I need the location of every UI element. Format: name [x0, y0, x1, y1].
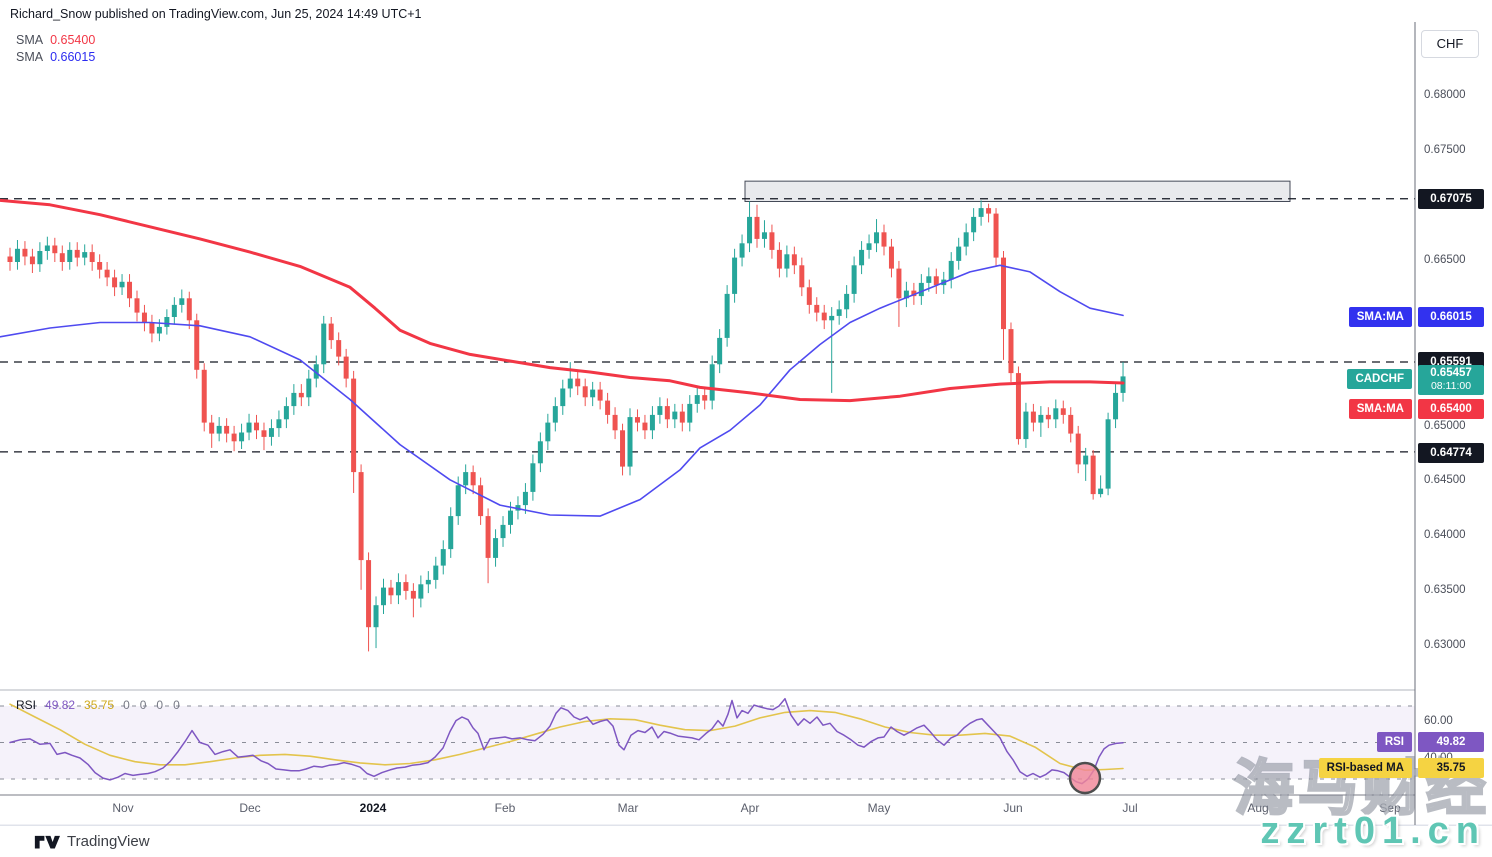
time-axis-label-jul: Jul [1122, 801, 1138, 815]
sma-slow-name-badge: SMA:MA [1348, 307, 1412, 327]
rsi-value: 49.82 [45, 698, 76, 712]
price-axis-label: 0.63000 [1424, 639, 1466, 651]
rsi-ma-name-badge: RSI-based MA [1318, 758, 1412, 778]
level-badge-067075: 0.67075 [1418, 189, 1484, 209]
time-axis-label-mar: Mar [617, 801, 639, 815]
price-axis-label: 60.00 [1424, 715, 1453, 727]
sma-slow-label: SMA [16, 50, 44, 64]
footer-bar: TradingView [0, 825, 1492, 857]
sma-fast-value-badge: 0.65400 [1418, 399, 1484, 419]
rsi-hidden-values: 0 0 0 0 [123, 698, 180, 712]
sma-fast-label: SMA [16, 33, 44, 47]
price-axis-label: 0.64000 [1424, 529, 1466, 541]
time-axis-label-aug: Aug [1247, 801, 1269, 815]
rsi-title: RSI [16, 698, 37, 712]
time-axis-label-may: May [867, 801, 891, 815]
time-axis-label-apr: Apr [740, 801, 760, 815]
last-price-badge: 0.65457 08:11:00 [1418, 365, 1484, 395]
rsi-legend[interactable]: RSI 49.82 35.75 0 0 0 0 [16, 698, 180, 712]
sma-fast-name-badge: SMA:MA [1348, 399, 1412, 419]
sma-slow-legend-row[interactable]: SMA 0.66015 [16, 50, 95, 64]
level-badge-064774: 0.64774 [1418, 443, 1484, 463]
sma-slow-value-badge: 0.66015 [1418, 307, 1484, 327]
time-axis-label-sep: Sep [1379, 801, 1401, 815]
symbol-badge: CADCHF [1347, 369, 1412, 389]
time-axis-label-feb: Feb [494, 801, 516, 815]
rsi-ma-value: 35.75 [84, 698, 115, 712]
price-axis-label: 0.66500 [1424, 254, 1466, 266]
price-axis-label: 0.64500 [1424, 474, 1466, 486]
indicator-legend: SMA 0.65400 SMA 0.66015 [16, 33, 95, 67]
sma-fast-legend-row[interactable]: SMA 0.65400 [16, 33, 95, 47]
price-axis-label: 0.63500 [1424, 584, 1466, 596]
time-axis-label-2024: 2024 [359, 801, 387, 815]
price-axis-label: 0.65000 [1424, 420, 1466, 432]
sma-fast-value: 0.65400 [50, 33, 96, 47]
publish-attribution: Richard_Snow published on TradingView.co… [10, 7, 422, 21]
price-axis-label: 0.67500 [1424, 144, 1466, 156]
price-axis-label: 0.68000 [1424, 89, 1466, 101]
time-axis-label-nov: Nov [112, 801, 134, 815]
watermark-url: zzrt01.cn [1260, 810, 1486, 852]
rsi-value-badge: 49.82 [1418, 732, 1484, 752]
rsi-name-badge: RSI [1376, 732, 1412, 752]
sma-slow-value: 0.66015 [50, 50, 96, 64]
tradingview-brand-text[interactable]: TradingView [67, 833, 150, 850]
time-axis-label-dec: Dec [239, 801, 261, 815]
currency-toggle-button[interactable]: CHF [1421, 30, 1479, 58]
rsi-ma-value-badge: 35.75 [1418, 758, 1484, 778]
tradingview-logo-icon[interactable] [34, 832, 60, 852]
time-axis-label-jun: Jun [1003, 801, 1023, 815]
